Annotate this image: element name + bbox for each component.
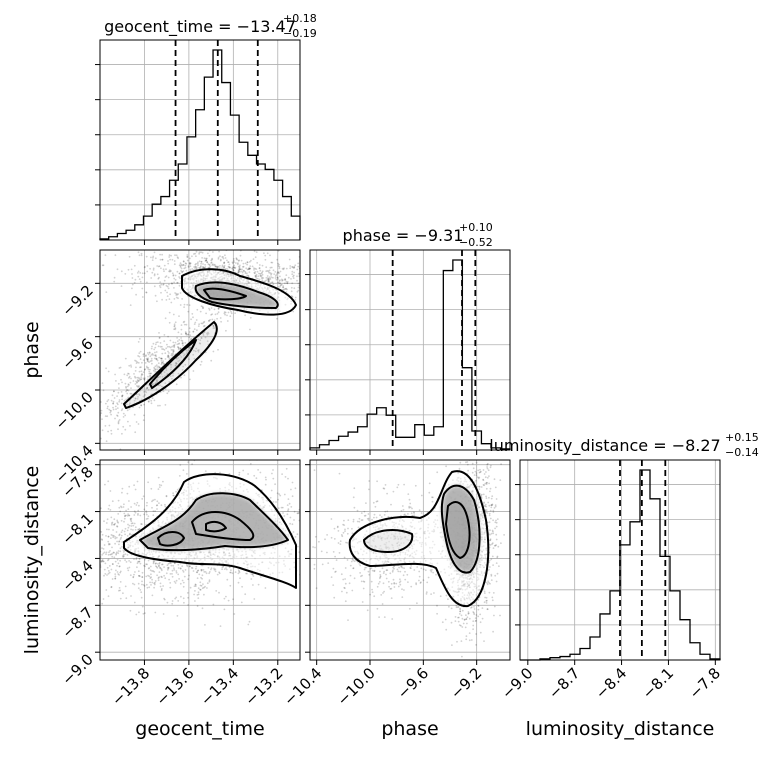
- contour-0-2-2: [157, 531, 185, 547]
- title-geocent-time: geocent_time = −13.47: [104, 17, 296, 37]
- contour-0-2-4: [205, 520, 227, 533]
- contour-1-2-0: [348, 470, 490, 608]
- panel-frame-2-2: [519, 459, 721, 661]
- contour-1-2-1: [440, 484, 481, 574]
- xlabel-geocent-time: geocent_time: [135, 718, 264, 740]
- panel-frame-0-1: [99, 249, 301, 451]
- xtick-label-phase-0: −10.4: [280, 664, 325, 709]
- contour-0-2-1: [139, 492, 289, 552]
- ytick-label-luminosity_distance-0: −9.0: [58, 650, 96, 688]
- xtick-label-geocent_time-1: −13.6: [152, 664, 197, 709]
- xtick-label-phase-2: −9.6: [394, 664, 432, 702]
- density-0-1: [124, 269, 296, 408]
- contour-0-2-0: [123, 473, 297, 589]
- panel-frame-0-0: [99, 39, 301, 241]
- contour-0-1-4: [149, 339, 197, 389]
- title-phase-minus: −0.52: [459, 236, 493, 249]
- xtick-label-luminosity_distance-4: −7.8: [686, 664, 724, 702]
- ytick-label-phase-3: −9.2: [58, 281, 96, 319]
- title-luminosity-distance-plus: +0.15: [725, 431, 759, 444]
- title-phase: phase = −9.31: [343, 226, 464, 245]
- ylabel-phase: phase: [21, 321, 43, 378]
- scatter-phase-vs-luminosity_distance: [312, 460, 505, 660]
- ytick-label-luminosity_distance-1: −8.7: [58, 603, 96, 641]
- panel-frame-1-2: [309, 459, 511, 661]
- xtick-label-phase-3: −9.2: [447, 664, 485, 702]
- ytick-label-luminosity_distance-3: −8.1: [58, 510, 96, 548]
- xtick-label-geocent_time-0: −13.8: [108, 664, 153, 709]
- contour-1-2-3: [363, 529, 414, 553]
- scatter-geocent_time-vs-luminosity_distance: [100, 460, 300, 627]
- xtick-label-phase-1: −10.0: [334, 664, 379, 709]
- ytick-label-phase-1: −10.0: [52, 388, 97, 433]
- density-1-2: [349, 471, 489, 607]
- grid-0-0: [100, 40, 300, 240]
- hist-phase: [309, 259, 511, 450]
- xlabel-luminosity-distance: luminosity_distance: [526, 718, 715, 740]
- contour-1-2-2: [445, 501, 471, 559]
- contour-0-2-3: [191, 511, 255, 541]
- ylabel-luminosity-distance: luminosity_distance: [21, 466, 43, 655]
- hist-luminosity_distance: [520, 469, 721, 661]
- ytick-label-luminosity_distance-2: −8.4: [58, 557, 96, 595]
- xtick-label-geocent_time-3: −13.2: [241, 664, 286, 709]
- ytick-label-phase-2: −9.6: [58, 335, 96, 373]
- panel-frame-1-1: [309, 249, 511, 451]
- panel-frame-0-2: [99, 459, 301, 661]
- title-geocent-time-minus: −0.19: [283, 27, 317, 40]
- grid-1-1: [310, 250, 510, 450]
- title-luminosity-distance: luminosity_distance = −8.27: [489, 436, 720, 456]
- title-geocent-time-plus: +0.18: [283, 12, 317, 25]
- scatter-geocent_time-vs-phase: [100, 250, 300, 450]
- xlabel-phase: phase: [381, 718, 438, 740]
- contour-0-1-3: [123, 321, 218, 409]
- contour-0-1-2: [203, 287, 247, 301]
- xtick-label-luminosity_distance-0: −9.0: [498, 664, 536, 702]
- contour-0-1-0: [181, 268, 297, 316]
- title-luminosity-distance-minus: −0.14: [725, 446, 759, 459]
- title-phase-plus: +0.10: [459, 221, 493, 234]
- xtick-label-luminosity_distance-1: −8.7: [545, 664, 583, 702]
- xtick-label-luminosity_distance-3: −8.1: [639, 664, 677, 702]
- hist-geocent_time: [99, 49, 301, 240]
- contour-0-1-1: [194, 281, 279, 309]
- xtick-label-geocent_time-2: −13.4: [197, 664, 242, 709]
- xtick-label-luminosity_distance-2: −8.4: [592, 664, 630, 702]
